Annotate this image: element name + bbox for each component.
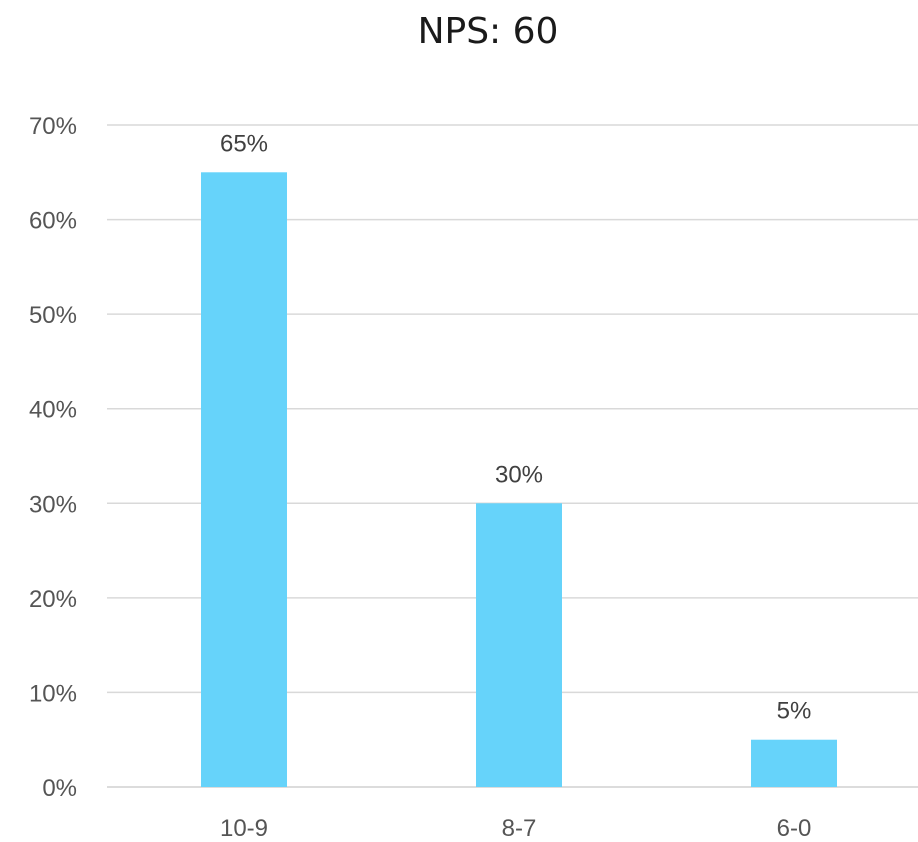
x-category-label: 8-7 xyxy=(502,815,537,842)
bar-10-9 xyxy=(201,172,287,788)
x-axis-category-labels: 10-9 8-7 6-0 xyxy=(220,815,811,842)
y-tick-label: 20% xyxy=(29,586,77,613)
y-tick-label: 30% xyxy=(29,491,77,518)
bars xyxy=(201,172,837,788)
y-tick-label: 70% xyxy=(29,113,77,140)
y-tick-label: 50% xyxy=(29,302,77,329)
x-category-label: 6-0 xyxy=(777,815,812,842)
bar-8-7 xyxy=(476,503,562,787)
data-label: 5% xyxy=(777,698,812,725)
y-tick-label: 10% xyxy=(29,680,77,707)
y-tick-label: 40% xyxy=(29,397,77,424)
data-label: 30% xyxy=(495,461,543,488)
data-labels: 65% 30% 5% xyxy=(220,130,811,724)
y-tick-label: 60% xyxy=(29,208,77,235)
y-axis-tick-labels: 0% 10% 20% 30% 40% 50% 60% 70% xyxy=(29,113,77,802)
data-label: 65% xyxy=(220,130,268,157)
bar-6-0 xyxy=(751,739,837,787)
chart-title: NPS: 60 xyxy=(418,11,559,52)
y-tick-label: 0% xyxy=(42,775,77,802)
x-category-label: 10-9 xyxy=(220,815,268,842)
